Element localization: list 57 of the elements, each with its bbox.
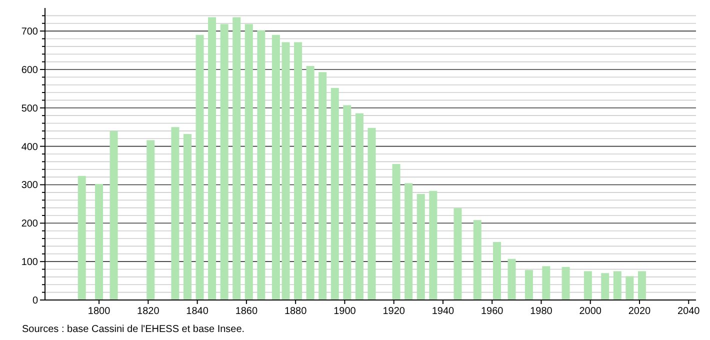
bar bbox=[330, 88, 339, 300]
bar bbox=[454, 208, 462, 300]
bar bbox=[78, 176, 86, 300]
y-tick-label: 500 bbox=[21, 103, 38, 114]
x-tick-label: 2040 bbox=[678, 306, 700, 317]
bar bbox=[473, 220, 482, 300]
bar bbox=[524, 270, 533, 300]
bar bbox=[146, 140, 155, 300]
bar bbox=[542, 266, 550, 300]
source-note: Sources : base Cassini de l'EHESS et base Insee. bbox=[22, 324, 245, 335]
bar bbox=[493, 242, 502, 300]
bar bbox=[232, 17, 241, 300]
bar bbox=[220, 24, 228, 300]
bar bbox=[183, 134, 192, 300]
bar bbox=[257, 30, 266, 300]
x-tick-label: 1880 bbox=[284, 306, 308, 317]
x-tick-label: 1900 bbox=[334, 306, 356, 317]
x-tick-label: 1840 bbox=[186, 306, 209, 317]
bar bbox=[584, 271, 592, 300]
bar bbox=[171, 127, 180, 300]
x-tick-label: 1960 bbox=[480, 306, 504, 317]
y-tick-label: 600 bbox=[21, 64, 38, 76]
bar bbox=[196, 34, 204, 300]
x-tick-label: 1920 bbox=[382, 306, 406, 317]
bar bbox=[562, 266, 570, 300]
y-tick-label: 300 bbox=[21, 180, 38, 192]
bar bbox=[244, 24, 253, 300]
x-tick-label: 1820 bbox=[137, 306, 160, 317]
bar bbox=[392, 164, 400, 300]
x-tick-label: 1800 bbox=[88, 306, 111, 317]
y-tick-label: 400 bbox=[21, 142, 38, 153]
bar bbox=[294, 42, 302, 300]
bar bbox=[638, 271, 646, 300]
bar bbox=[626, 276, 634, 300]
bar bbox=[404, 183, 413, 300]
bar bbox=[416, 194, 425, 300]
bar bbox=[208, 17, 216, 300]
x-tick-label: 1940 bbox=[432, 306, 455, 317]
y-tick-label: 0 bbox=[32, 296, 38, 306]
bar bbox=[95, 184, 104, 300]
bar bbox=[508, 258, 516, 300]
x-tick-label: 2000 bbox=[579, 306, 602, 317]
bar bbox=[355, 113, 364, 300]
bar bbox=[110, 130, 118, 300]
y-tick-label: 200 bbox=[21, 218, 38, 230]
y-tick-label: 700 bbox=[21, 26, 38, 38]
y-tick-label: 100 bbox=[21, 257, 38, 268]
bar bbox=[368, 128, 376, 300]
bar bbox=[601, 273, 610, 300]
bar bbox=[343, 105, 352, 300]
x-tick-label: 1980 bbox=[530, 306, 553, 317]
bar bbox=[613, 271, 622, 300]
bar bbox=[318, 72, 327, 300]
bar bbox=[306, 66, 314, 300]
x-tick-label: 1860 bbox=[235, 306, 258, 317]
bar bbox=[429, 190, 438, 300]
x-tick-label: 2020 bbox=[628, 306, 652, 317]
